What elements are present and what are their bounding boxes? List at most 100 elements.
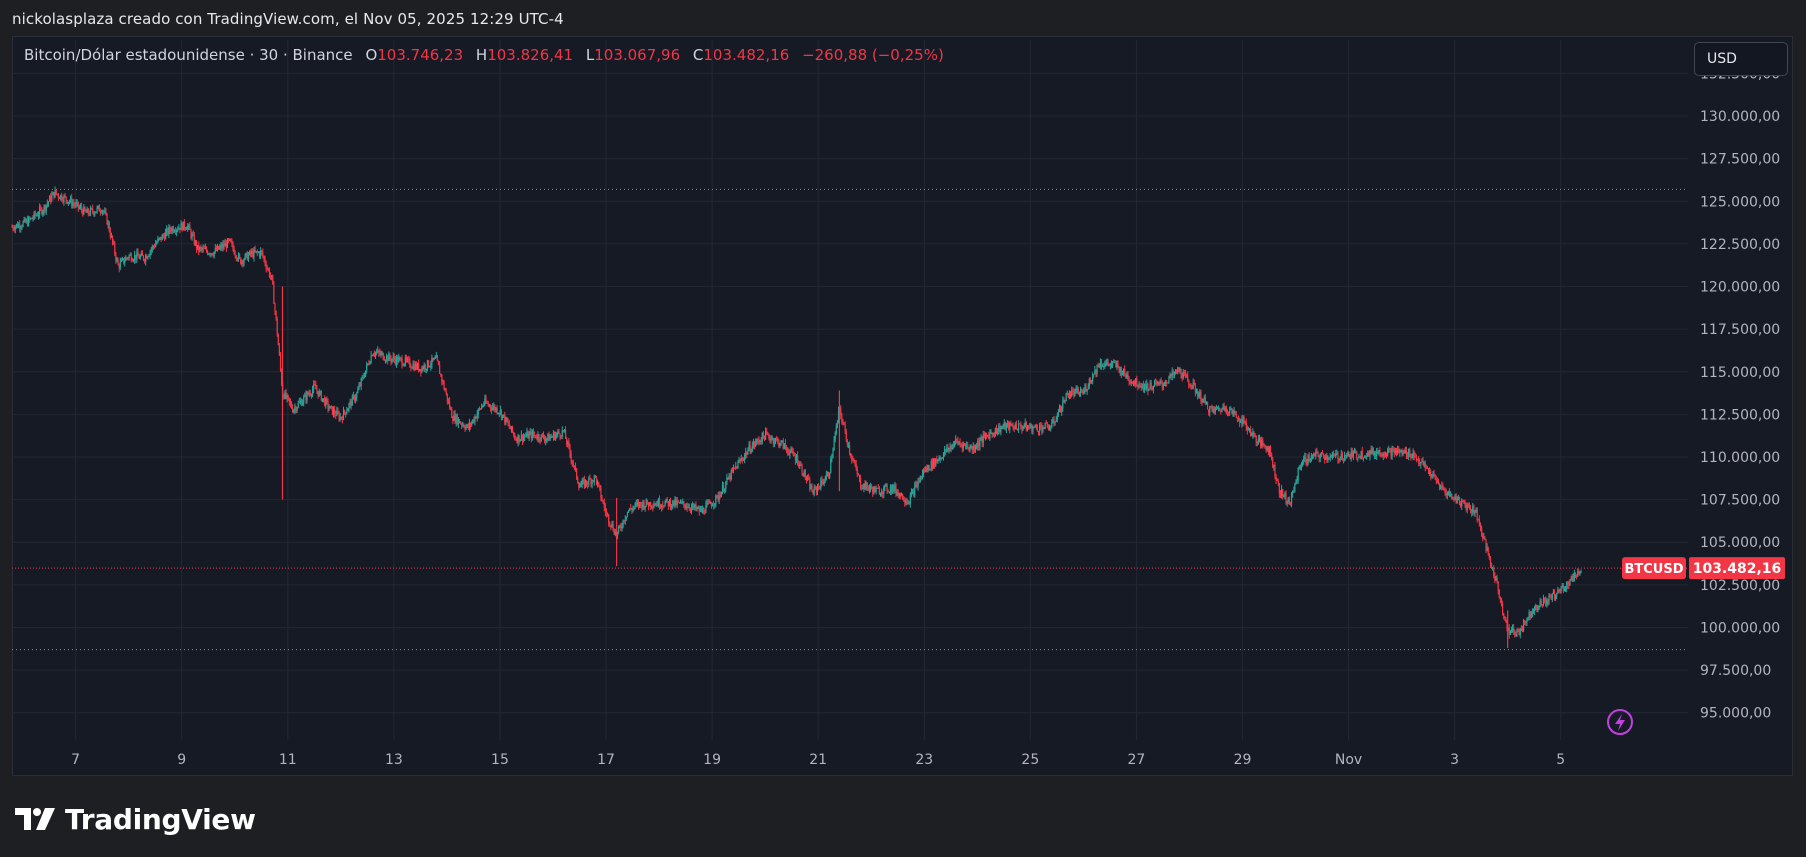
candle-body [337, 410, 339, 414]
candle-body [1016, 429, 1019, 431]
candle-body [252, 251, 254, 258]
candle-body [746, 451, 748, 455]
candle-body [1200, 391, 1202, 402]
candle-body [450, 407, 452, 409]
candle-body [1570, 579, 1572, 581]
candle-body [1013, 428, 1015, 430]
candle-body [588, 478, 590, 485]
candle-body [58, 197, 61, 199]
candle-body [210, 253, 212, 255]
candle-body [387, 355, 389, 361]
candle-body [434, 358, 436, 360]
candle-body [1114, 361, 1116, 363]
candle-body [705, 504, 707, 513]
candle-body [1266, 446, 1268, 451]
candle-body [50, 196, 52, 202]
symbol-title[interactable]: Bitcoin/Dólar estadounidense · 30 · Bina… [24, 46, 353, 64]
candle-body [283, 394, 285, 399]
candle-body [1160, 381, 1162, 384]
candle-body [1212, 409, 1214, 411]
chart-frame[interactable] [12, 36, 1793, 776]
candle-body [844, 424, 846, 432]
candle-body [992, 433, 994, 435]
candle-body [1571, 576, 1573, 581]
candle-body [111, 235, 114, 243]
candle-body [389, 354, 391, 359]
candle-body [332, 409, 335, 415]
candle-body [684, 504, 686, 508]
candle-body [159, 236, 161, 239]
candle-body [442, 381, 444, 383]
candle-body [1201, 401, 1203, 403]
candle-body [421, 367, 423, 373]
candle-body [1446, 492, 1448, 496]
candle-body [11, 226, 13, 228]
candle-body [1309, 459, 1311, 461]
candle-body [1277, 480, 1279, 484]
candle-body [893, 485, 895, 491]
candle-body [1389, 448, 1391, 450]
candle-body [942, 453, 945, 458]
candle-body [973, 446, 976, 450]
candle-body [1405, 450, 1408, 456]
x-tick-label: 13 [385, 752, 403, 768]
candle-body [472, 419, 474, 423]
candle-body [1255, 435, 1257, 443]
candle-body [531, 431, 534, 439]
candle-body [1377, 451, 1379, 454]
candle-body [482, 405, 484, 407]
candle-body [1251, 434, 1253, 436]
candle-body [653, 504, 655, 508]
candle-body [125, 257, 127, 262]
candle-body [1528, 612, 1530, 618]
candle-body [95, 211, 97, 213]
candle-body [556, 433, 558, 436]
candle-body [1574, 573, 1577, 577]
candle-body [1050, 427, 1052, 429]
candle-body [1218, 407, 1220, 409]
candle-body [274, 303, 276, 311]
candle-body [1408, 449, 1410, 457]
candle-body [1079, 390, 1082, 394]
y-tick-label: 130.000,00 [1700, 109, 1780, 125]
candle-body [1010, 422, 1012, 426]
candle-body [1024, 422, 1026, 427]
candle-body [548, 434, 550, 441]
candle-body [720, 492, 722, 498]
candle-body [1492, 567, 1494, 569]
candle-body [1242, 417, 1244, 425]
candle-body [477, 409, 479, 415]
candle-body [1103, 366, 1105, 368]
candle-body [913, 490, 915, 496]
candle-body [454, 414, 456, 423]
candle-body [479, 408, 482, 410]
candle-body [1332, 453, 1335, 455]
candle-body [195, 241, 198, 249]
currency-button[interactable]: USD [1694, 42, 1788, 76]
candle-body [1510, 629, 1513, 631]
lightning-icon[interactable] [1607, 709, 1633, 735]
candle-body [31, 217, 33, 219]
candle-body [972, 446, 974, 450]
candle-body [1415, 457, 1418, 460]
candle-body [853, 460, 855, 463]
candle-body [939, 457, 941, 460]
candle-body [922, 470, 925, 474]
candle-body [296, 407, 298, 411]
candle-body [1447, 491, 1450, 493]
candle-body [651, 506, 653, 508]
candle-body [1320, 452, 1322, 456]
candle-body [1063, 400, 1065, 403]
candle-body [1351, 451, 1353, 457]
candle-body [1341, 453, 1343, 459]
candle-body [1129, 381, 1131, 384]
candle-body [1118, 367, 1120, 373]
candle-body [455, 415, 457, 423]
candle-body [928, 465, 930, 470]
candle-body [328, 408, 330, 410]
candle-body [1559, 590, 1561, 592]
candle-body [211, 253, 213, 255]
candle-body [1339, 458, 1341, 460]
candle-body [225, 243, 227, 248]
